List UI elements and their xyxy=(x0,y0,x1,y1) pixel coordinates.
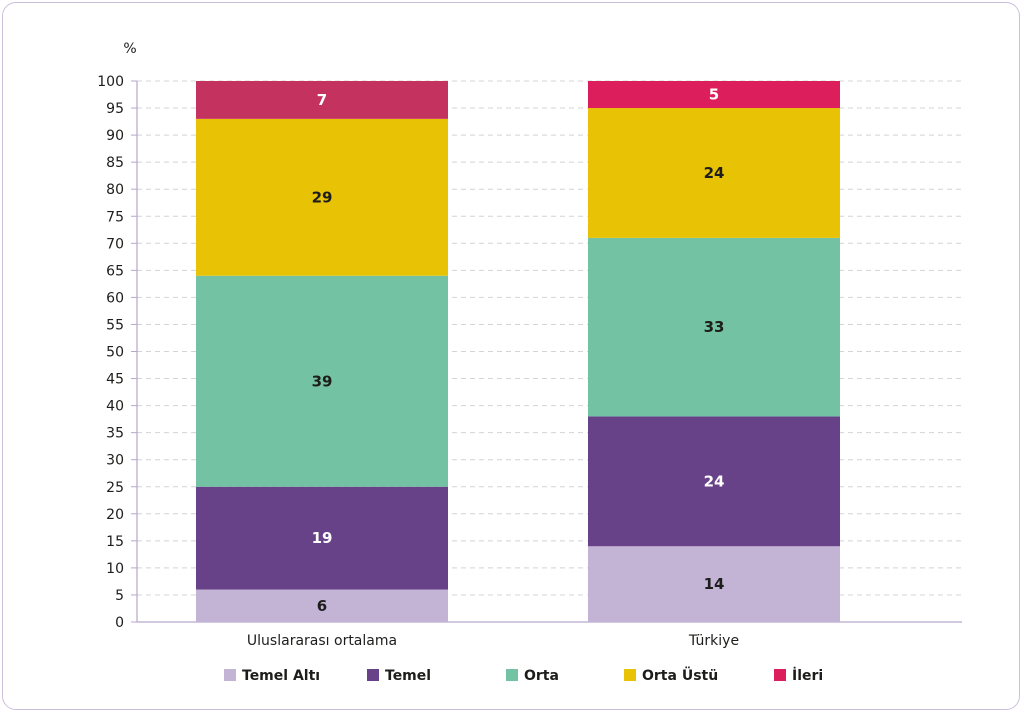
data-label: 7 xyxy=(317,91,327,109)
data-label: 19 xyxy=(312,529,333,547)
y-axis-unit-label: % xyxy=(123,41,136,57)
y-tick-label: 30 xyxy=(106,453,124,469)
data-label: 33 xyxy=(704,318,725,336)
bar-segment xyxy=(196,275,448,487)
legend-swatch xyxy=(506,669,518,681)
data-label: 24 xyxy=(704,164,725,182)
y-tick-label: 90 xyxy=(106,128,124,144)
legend-swatch xyxy=(624,669,636,681)
y-tick-label: 45 xyxy=(106,372,124,388)
legend-label: Temel xyxy=(385,668,431,684)
data-label: 6 xyxy=(317,597,327,615)
bar-segment xyxy=(196,118,448,276)
y-tick-label: 15 xyxy=(106,534,124,550)
y-tick-label: 75 xyxy=(106,209,124,225)
legend-label: İleri xyxy=(792,667,823,684)
y-tick-label: 0 xyxy=(115,615,124,631)
bar-segment xyxy=(196,486,448,590)
y-tick-label: 85 xyxy=(106,155,124,171)
y-tick-label: 70 xyxy=(106,236,124,252)
y-tick-label: 25 xyxy=(106,480,124,496)
y-tick-label: 55 xyxy=(106,317,124,333)
data-label: 5 xyxy=(709,86,719,104)
legend-swatch xyxy=(224,669,236,681)
bar-segment xyxy=(588,416,840,547)
y-tick-label: 5 xyxy=(115,588,124,604)
legend-swatch xyxy=(774,669,786,681)
y-tick-label: 50 xyxy=(106,345,124,361)
data-label: 14 xyxy=(704,575,725,593)
legend-label: Orta xyxy=(524,668,559,684)
bar-segment xyxy=(588,81,840,109)
y-tick-label: 80 xyxy=(106,182,124,198)
legend-swatch xyxy=(367,669,379,681)
y-tick-label: 35 xyxy=(106,426,124,442)
legend-label: Temel Altı xyxy=(242,668,320,684)
y-tick-label: 40 xyxy=(106,399,124,415)
y-tick-label: 95 xyxy=(106,101,124,117)
bar-segment xyxy=(196,589,448,622)
y-tick-label: 100 xyxy=(97,74,124,90)
bar-segment xyxy=(196,81,448,119)
x-category-label: Uluslararası ortalama xyxy=(247,633,397,649)
data-label: 39 xyxy=(312,372,333,390)
legend-label: Orta Üstü xyxy=(642,666,718,684)
bar-segment xyxy=(588,108,840,238)
y-tick-label: 60 xyxy=(106,290,124,306)
data-label: 24 xyxy=(704,472,725,490)
bar-segment xyxy=(588,546,840,622)
bar-segment xyxy=(588,237,840,417)
y-tick-label: 10 xyxy=(106,561,124,577)
y-tick-label: 20 xyxy=(106,507,124,523)
x-category-label: Türkiye xyxy=(688,633,739,649)
y-tick-label: 65 xyxy=(106,263,124,279)
data-label: 29 xyxy=(312,188,333,206)
